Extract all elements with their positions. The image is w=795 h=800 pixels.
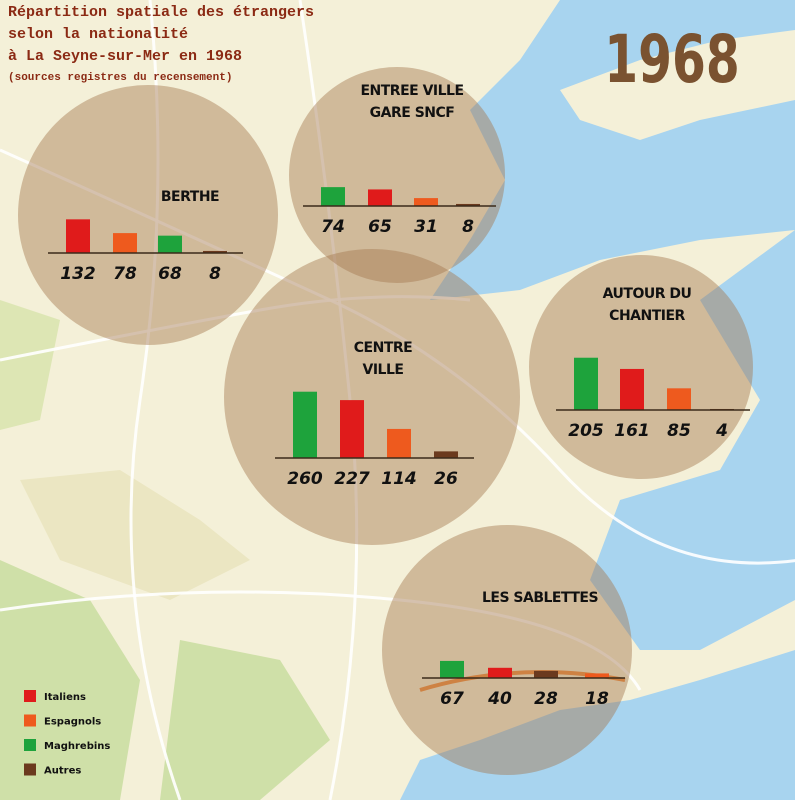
- legend-swatch: [24, 739, 36, 751]
- sea: [400, 650, 795, 800]
- road: [0, 295, 471, 362]
- value-label: 31: [414, 217, 438, 237]
- district-circle: [224, 249, 520, 545]
- bar: [434, 451, 458, 458]
- district-circle: [529, 255, 753, 479]
- district-circle: [18, 85, 278, 345]
- road: [0, 148, 795, 565]
- value-label: 227: [334, 469, 370, 489]
- source: (sources registres du recensement): [8, 72, 232, 84]
- bar: [585, 673, 609, 678]
- bar: [66, 219, 90, 253]
- value-label: 132: [60, 264, 96, 284]
- district-name: CENTRE: [354, 340, 412, 356]
- bar: [158, 235, 182, 253]
- value-label: 8: [209, 264, 221, 284]
- bar: [440, 660, 464, 678]
- district-name: GARE SNCF: [370, 105, 455, 121]
- district-name: VILLE: [363, 362, 404, 378]
- bar: [574, 357, 598, 410]
- green-area: [160, 640, 330, 800]
- road: [0, 590, 642, 691]
- value-label: 68: [158, 264, 182, 284]
- bar: [414, 198, 438, 206]
- value-label: 114: [381, 469, 417, 489]
- bar: [667, 388, 691, 410]
- district-circle: [382, 525, 632, 775]
- title-line: selon la nationalité: [8, 26, 188, 43]
- value-label: 78: [113, 264, 137, 284]
- value-label: 85: [667, 421, 691, 441]
- legend-label: Maghrebins: [44, 741, 110, 752]
- district-circle: [289, 67, 505, 283]
- value-label: 40: [487, 689, 512, 709]
- value-label: 26: [434, 469, 458, 489]
- value-label: 4: [715, 421, 728, 441]
- bar: [203, 250, 227, 253]
- district-name: LES SABLETTES: [482, 590, 598, 606]
- sea: [590, 230, 795, 650]
- district-name: AUTOUR DU: [603, 286, 692, 302]
- value-label: 260: [287, 469, 323, 489]
- bar: [620, 368, 644, 410]
- district-name: BERTHE: [161, 189, 219, 205]
- bar: [387, 428, 411, 458]
- legend-swatch: [24, 763, 36, 776]
- value-label: 18: [585, 689, 609, 709]
- value-label: 74: [321, 217, 345, 237]
- legend-swatch: [24, 714, 36, 727]
- road: [298, 0, 359, 800]
- bar: [534, 670, 558, 678]
- bar: [368, 189, 392, 206]
- district-name: ENTREE VILLE: [360, 83, 463, 99]
- title-line: Répartition spatiale des étrangers: [8, 4, 314, 21]
- value-label: 65: [368, 217, 392, 237]
- legend-label: Autres: [44, 766, 81, 777]
- year: 1968: [604, 22, 740, 99]
- title-line: à La Seyne-sur-Mer en 1968: [8, 48, 242, 65]
- value-label: 28: [534, 689, 558, 709]
- value-label: 161: [614, 421, 650, 441]
- legend-swatch: [24, 690, 36, 702]
- port: [560, 30, 795, 140]
- value-label: 205: [568, 421, 604, 441]
- legend-label: Espagnols: [44, 717, 101, 728]
- district-name: CHANTIER: [609, 308, 685, 324]
- bar: [113, 233, 137, 253]
- green-area: [0, 300, 60, 430]
- green-area: [20, 470, 250, 600]
- legend-label: Italiens: [44, 692, 86, 703]
- bar: [321, 187, 345, 206]
- bar: [293, 391, 317, 458]
- road: [129, 0, 182, 800]
- value-label: 8: [462, 217, 474, 237]
- bar: [456, 203, 480, 206]
- value-label: 67: [440, 689, 464, 709]
- bar: [488, 667, 512, 678]
- bar: [340, 400, 364, 458]
